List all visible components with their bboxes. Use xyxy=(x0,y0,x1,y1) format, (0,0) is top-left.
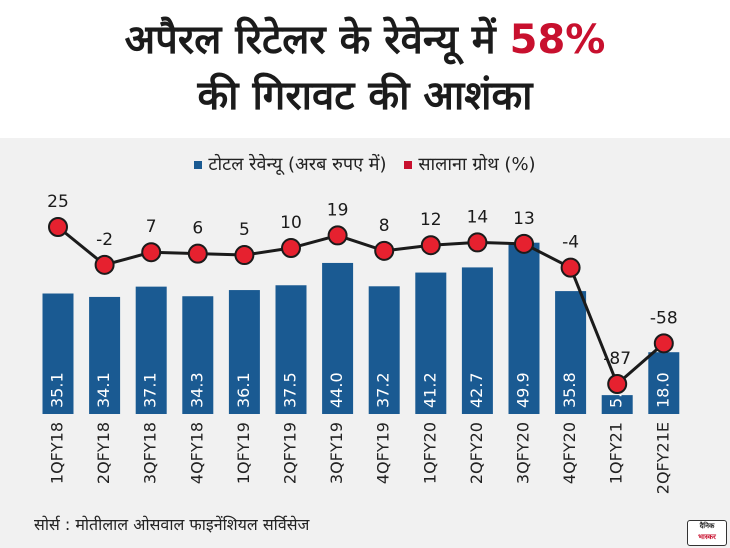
growth-value-label: 6 xyxy=(192,219,203,239)
growth-value-label: 5 xyxy=(239,220,250,240)
category-label: 1QFY18 xyxy=(48,422,67,484)
revenue-bar xyxy=(228,290,260,414)
revenue-value-label: 35.1 xyxy=(48,372,67,408)
legend-item-revenue: टोटल रेवेन्यू (अरब रुपए में) xyxy=(194,152,387,176)
growth-value-label: 10 xyxy=(280,213,302,233)
legend-label-growth: सालाना ग्रोथ (%) xyxy=(418,154,536,175)
chart-title-line-1: अपैरल रिटेलर के रेवेन्यू में 58% xyxy=(0,0,730,68)
category-label: 4QFY18 xyxy=(187,422,206,484)
revenue-bar xyxy=(135,286,167,414)
growth-marker xyxy=(467,232,488,253)
revenue-value-label: 44.0 xyxy=(327,372,346,408)
category-label: 2QFY19 xyxy=(281,422,300,484)
revenue-bar xyxy=(601,395,633,414)
growth-value-label: 25 xyxy=(47,192,69,212)
growth-marker xyxy=(94,254,115,275)
growth-value-label: -2 xyxy=(96,230,113,250)
revenue-value-label: 37.5 xyxy=(281,372,300,408)
revenue-bars xyxy=(42,242,680,414)
revenue-bar xyxy=(648,352,680,414)
revenue-value-label: 37.2 xyxy=(374,372,393,408)
revenue-value-label: 49.9 xyxy=(514,372,533,408)
revenue-value-label: 41.2 xyxy=(420,372,439,408)
growth-value-label: 13 xyxy=(513,209,535,229)
logo-text-top: दैनिक xyxy=(699,522,715,530)
category-label: 1QFY21 xyxy=(607,422,626,484)
growth-markers xyxy=(48,217,674,394)
growth-marker xyxy=(48,217,68,237)
growth-value-label: 19 xyxy=(327,200,349,220)
revenue-bar xyxy=(42,293,74,414)
growth-marker xyxy=(141,242,162,263)
growth-value-label: -58 xyxy=(650,308,678,328)
category-label: 3QFY20 xyxy=(514,422,533,484)
revenue-value-label: 37.1 xyxy=(141,372,160,408)
growth-value-label: 12 xyxy=(420,210,442,230)
growth-marker xyxy=(374,240,395,261)
revenue-bar xyxy=(322,262,354,414)
growth-marker xyxy=(607,374,628,394)
category-label: 2QFY20 xyxy=(467,422,486,484)
legend: टोटल रेवेन्यू (अरब रुपए में) सालाना ग्रो… xyxy=(0,152,730,176)
growth-marker xyxy=(327,225,348,246)
chart-header: अपैरल रिटेलर के रेवेन्यू में 58% की गिरा… xyxy=(0,0,730,138)
revenue-bar xyxy=(415,272,447,414)
category-label: 1QFY20 xyxy=(420,422,439,484)
category-label: 2QFY18 xyxy=(94,422,113,484)
growth-marker xyxy=(653,333,674,354)
category-label: 3QFY19 xyxy=(327,422,346,484)
legend-swatch-revenue xyxy=(194,161,203,169)
growth-value-label: 14 xyxy=(467,207,489,227)
growth-marker xyxy=(420,235,441,256)
legend-swatch-growth xyxy=(404,161,413,169)
growth-marker xyxy=(187,243,208,264)
growth-value-label: -4 xyxy=(562,233,579,253)
revenue-value-label: 42.7 xyxy=(467,372,486,408)
revenue-bar xyxy=(368,286,400,414)
growth-value-label: 8 xyxy=(379,216,390,236)
revenue-bar xyxy=(461,267,493,414)
revenue-value-labels: 35.1 34.1 37.1 34.3 36.1 37.5 44.0 37.2 41.2 42.7… xyxy=(48,372,673,408)
revenue-bar xyxy=(275,285,307,414)
category-label: 3QFY18 xyxy=(141,422,160,484)
plot-background xyxy=(0,138,730,548)
growth-value-label: -87 xyxy=(603,349,631,369)
revenue-value-label: 18.0 xyxy=(653,372,672,408)
revenue-value-label: 34.3 xyxy=(187,372,206,408)
legend-item-growth: सालाना ग्रोथ (%) xyxy=(404,152,536,176)
revenue-value-label: 34.1 xyxy=(94,372,113,408)
growth-value-labels: 25 -2 7 6 5 10 19 8 12 14 13 -4 -87 -58 xyxy=(47,192,678,369)
legend-label-revenue: टोटल रेवेन्यू (अरब रुपए में) xyxy=(208,154,387,175)
category-label: 4QFY19 xyxy=(374,422,393,484)
category-label: 1QFY19 xyxy=(234,422,253,484)
growth-value-label: 7 xyxy=(146,217,157,237)
revenue-bar xyxy=(89,296,121,414)
category-axis-labels: 1QFY18 2QFY18 3QFY18 4QFY18 1QFY19 2QFY19 3QFY… xyxy=(48,422,673,494)
category-label: 2QFY21E xyxy=(653,422,672,494)
revenue-value-label: 35.8 xyxy=(560,372,579,408)
title-highlight: 58% xyxy=(509,17,606,63)
publisher-logo: दैनिक भास्कर xyxy=(687,520,727,546)
chart-title-line-2: की गिरावट की आशंका xyxy=(197,73,533,119)
revenue-bar xyxy=(555,291,587,414)
growth-marker xyxy=(281,238,301,259)
growth-marker xyxy=(234,245,255,266)
category-label: 4QFY20 xyxy=(560,422,579,484)
title-text: अपैरल रिटेलर के रेवेन्यू में xyxy=(124,17,510,63)
revenue-value-label: 36.1 xyxy=(234,372,253,408)
source-note: सोर्स : मोतीलाल ओसवाल फाइनेंशियल सर्विसे… xyxy=(34,515,310,534)
growth-marker xyxy=(514,233,534,254)
growth-marker xyxy=(560,257,581,278)
logo-text-bottom: भास्कर xyxy=(698,533,716,541)
revenue-bar xyxy=(508,242,540,414)
revenue-bar xyxy=(182,296,214,414)
